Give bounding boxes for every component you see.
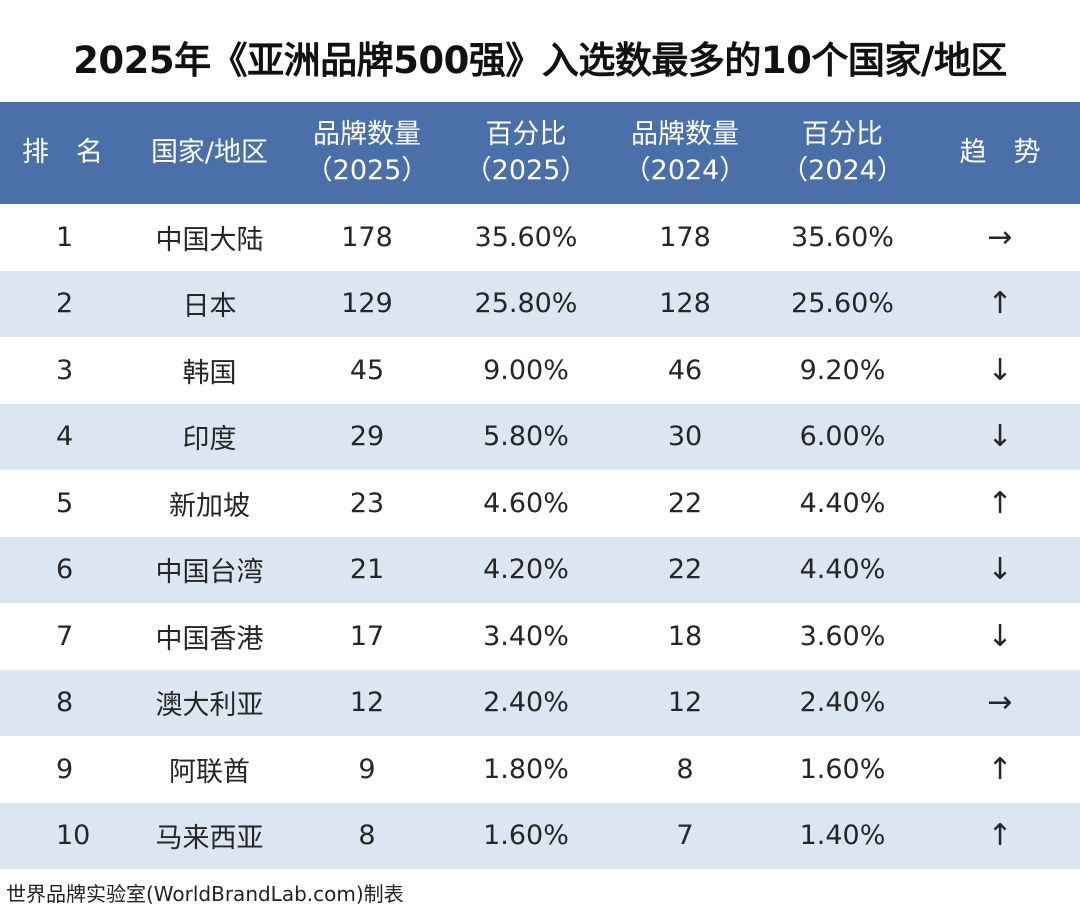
- cell-count-2025: 178: [341, 221, 393, 253]
- trend-down-icon: ↓: [987, 552, 1013, 588]
- cell-count-2024: 12: [667, 687, 703, 719]
- cell-region: 中国台湾: [155, 557, 264, 589]
- cell-count-2024: 8: [676, 753, 694, 785]
- header-count-2024-line1: 品牌数量: [631, 119, 739, 150]
- cell-rank: 8: [56, 687, 74, 719]
- cell-count-2025: 29: [349, 421, 385, 453]
- cell-pct-2024: 3.60%: [799, 620, 886, 652]
- cell-rank: 4: [56, 421, 74, 453]
- cell-count-2025: 23: [349, 487, 385, 519]
- cell-count-2025: 129: [341, 288, 393, 320]
- cell-count-2025: 45: [349, 354, 385, 386]
- page-title: 2025年《亚洲品牌500强》入选数最多的10个国家/地区: [73, 39, 1007, 82]
- trend-up-icon: ↑: [987, 751, 1013, 787]
- header-count-2025: 品牌数量 （2025）: [287, 117, 447, 189]
- cell-region: 中国大陆: [155, 224, 264, 256]
- cell-count-2024: 22: [667, 487, 703, 519]
- cell-pct-2024: 4.40%: [799, 554, 886, 586]
- header-pct-2025-line2: （2025）: [464, 155, 588, 186]
- cell-count-2025: 21: [349, 554, 385, 586]
- cell-rank: 5: [56, 487, 74, 519]
- cell-rank: 1: [56, 221, 74, 253]
- trend-up-icon: ↑: [987, 286, 1013, 322]
- trend-down-icon: ↓: [987, 618, 1013, 654]
- cell-rank: 9: [56, 753, 74, 785]
- cell-region: 澳大利亚: [155, 690, 264, 722]
- cell-count-2024: 128: [659, 288, 711, 320]
- table-row: 7 中国香港 17 3.40% 18 3.60% ↓: [0, 603, 1080, 670]
- cell-region: 马来西亚: [155, 823, 264, 855]
- header-rank: 排 名: [22, 137, 103, 168]
- cell-pct-2025: 4.20%: [483, 554, 569, 586]
- table-row: 9 阿联酋 9 1.80% 8 1.60% ↑: [0, 736, 1080, 803]
- table-row: 4 印度 29 5.80% 30 6.00% ↓: [0, 403, 1080, 470]
- trend-up-icon: ↑: [987, 818, 1013, 854]
- cell-pct-2025: 1.80%: [483, 753, 569, 785]
- trend-up-icon: ↑: [987, 485, 1013, 521]
- source-footer: 世界品牌实验室(WorldBrandLab.com)制表: [6, 882, 404, 906]
- cell-rank: 10: [56, 820, 91, 852]
- cell-pct-2025: 3.40%: [483, 620, 569, 652]
- cell-count-2024: 30: [667, 421, 703, 453]
- header-trend: 趋 势: [959, 137, 1041, 168]
- header-region: 国家/地区: [150, 137, 269, 168]
- cell-rank: 3: [56, 354, 74, 386]
- header-pct-2025-line1: 百分比: [485, 119, 567, 150]
- cell-pct-2025: 9.00%: [483, 354, 569, 386]
- cell-pct-2025: 35.60%: [474, 221, 578, 253]
- cell-pct-2024: 4.40%: [799, 487, 886, 519]
- header-pct-2024-line1: 百分比: [802, 119, 883, 150]
- header-count-2025-line1: 品牌数量: [313, 119, 421, 150]
- cell-region: 中国香港: [155, 623, 264, 655]
- cell-pct-2025: 2.40%: [483, 687, 569, 719]
- cell-region: 日本: [182, 291, 237, 323]
- trend-flat-icon: →: [987, 685, 1013, 721]
- cell-count-2024: 7: [676, 820, 694, 852]
- table-row: 3 韩国 45 9.00% 46 9.20% ↓: [0, 337, 1080, 404]
- table-header: 排 名 国家/地区 品牌数量 （2025） 百分比 （2025） 品牌数量 （2…: [0, 102, 1080, 204]
- trend-down-icon: ↓: [987, 352, 1013, 388]
- header-count-2024: 品牌数量 （2024）: [605, 117, 765, 189]
- cell-count-2025: 8: [358, 820, 376, 852]
- cell-count-2024: 22: [667, 554, 703, 586]
- cell-pct-2025: 5.80%: [483, 421, 569, 453]
- header-count-2024-line2: （2024）: [623, 155, 747, 186]
- cell-pct-2024: 25.60%: [791, 288, 894, 320]
- cell-count-2024: 18: [667, 620, 703, 652]
- cell-pct-2024: 6.00%: [799, 421, 886, 453]
- cell-region: 新加坡: [169, 490, 250, 522]
- cell-count-2024: 46: [667, 354, 703, 386]
- cell-region: 韩国: [182, 357, 237, 389]
- cell-rank: 7: [56, 620, 74, 652]
- cell-count-2025: 9: [358, 753, 376, 785]
- cell-pct-2025: 25.80%: [474, 288, 578, 320]
- cell-pct-2024: 9.20%: [799, 354, 886, 386]
- cell-pct-2024: 1.40%: [799, 820, 886, 852]
- ranking-table: 排 名 国家/地区 品牌数量 （2025） 百分比 （2025） 品牌数量 （2…: [0, 102, 1080, 869]
- cell-count-2025: 17: [349, 620, 385, 652]
- cell-count-2024: 178: [659, 221, 711, 253]
- table-row: 10 马来西亚 8 1.60% 7 1.40% ↑: [0, 802, 1080, 869]
- cell-pct-2024: 35.60%: [791, 221, 894, 253]
- table-row: 1 中国大陆 178 35.60% 178 35.60% →: [0, 204, 1080, 271]
- cell-pct-2024: 2.40%: [799, 687, 886, 719]
- header-count-2025-line2: （2025）: [305, 155, 429, 186]
- cell-pct-2024: 1.60%: [799, 753, 886, 785]
- table-row: 6 中国台湾 21 4.20% 22 4.40% ↓: [0, 536, 1080, 603]
- header-pct-2025: 百分比 （2025）: [447, 117, 605, 189]
- cell-pct-2025: 4.60%: [483, 487, 569, 519]
- cell-region: 印度: [182, 424, 237, 456]
- table-row: 2 日本 129 25.80% 128 25.60% ↑: [0, 270, 1080, 337]
- cell-rank: 2: [56, 288, 74, 320]
- cell-count-2025: 12: [349, 687, 385, 719]
- table-row: 5 新加坡 23 4.60% 22 4.40% ↑: [0, 470, 1080, 537]
- header-pct-2024: 百分比 （2024）: [765, 117, 920, 189]
- cell-rank: 6: [56, 554, 74, 586]
- cell-pct-2025: 1.60%: [483, 820, 569, 852]
- trend-down-icon: ↓: [987, 419, 1013, 455]
- cell-region: 阿联酋: [169, 756, 250, 788]
- trend-flat-icon: →: [987, 219, 1013, 255]
- table-row: 8 澳大利亚 12 2.40% 12 2.40% →: [0, 669, 1080, 736]
- header-pct-2024-line2: （2024）: [781, 155, 904, 186]
